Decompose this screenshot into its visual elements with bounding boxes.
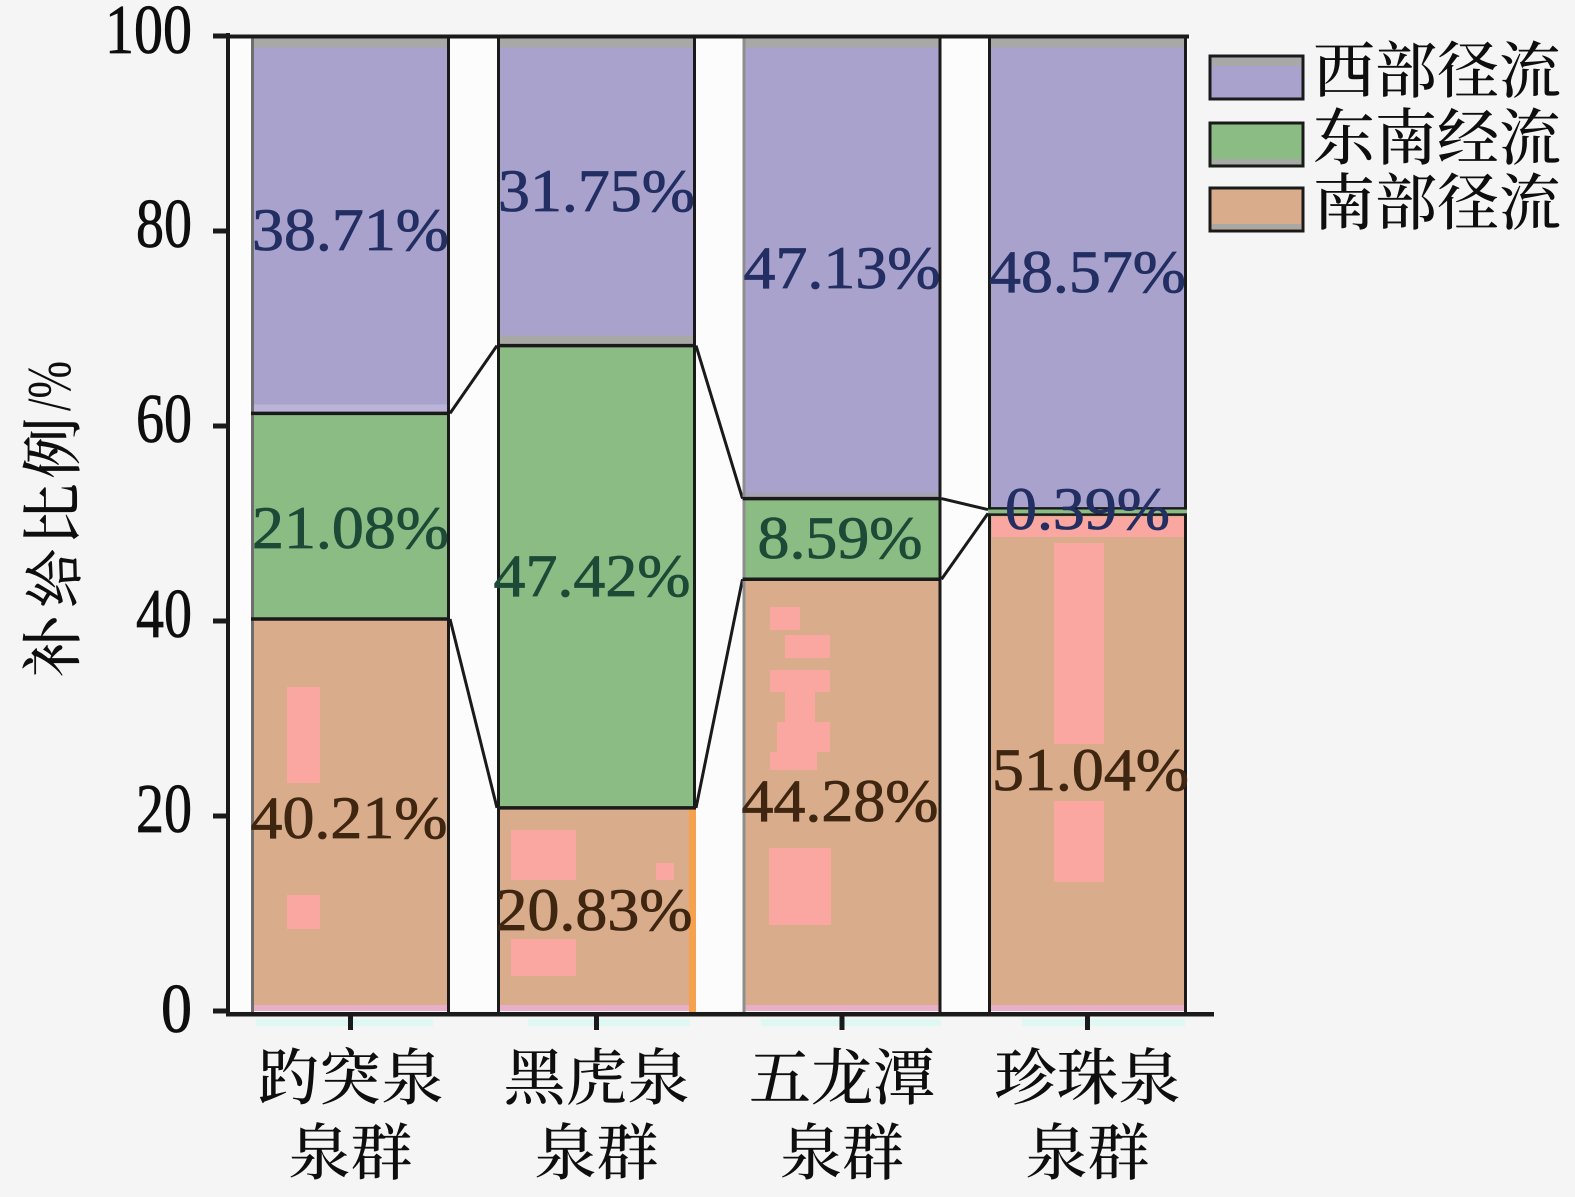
svg-text:20.83%: 20.83% [496, 877, 693, 943]
svg-text:48.57%: 48.57% [989, 239, 1186, 305]
svg-text:38.71%: 38.71% [252, 197, 449, 263]
svg-text:0: 0 [161, 971, 192, 1048]
svg-text:31.75%: 31.75% [498, 158, 695, 224]
svg-text:80: 80 [136, 186, 192, 263]
svg-text:0.39%: 0.39% [1005, 476, 1170, 542]
svg-text:47.42%: 47.42% [494, 543, 691, 609]
svg-text:/%: /% [16, 361, 84, 411]
svg-text:40.21%: 40.21% [251, 785, 448, 851]
svg-text:8.59%: 8.59% [758, 505, 923, 571]
svg-text:20: 20 [136, 771, 192, 848]
svg-text:60: 60 [136, 381, 192, 458]
svg-text:44.28%: 44.28% [742, 768, 939, 834]
svg-text:100: 100 [105, 0, 192, 69]
svg-text:21.08%: 21.08% [252, 495, 449, 561]
svg-text:51.04%: 51.04% [992, 737, 1189, 803]
svg-text:47.13%: 47.13% [744, 235, 941, 301]
svg-text:40: 40 [136, 576, 192, 653]
